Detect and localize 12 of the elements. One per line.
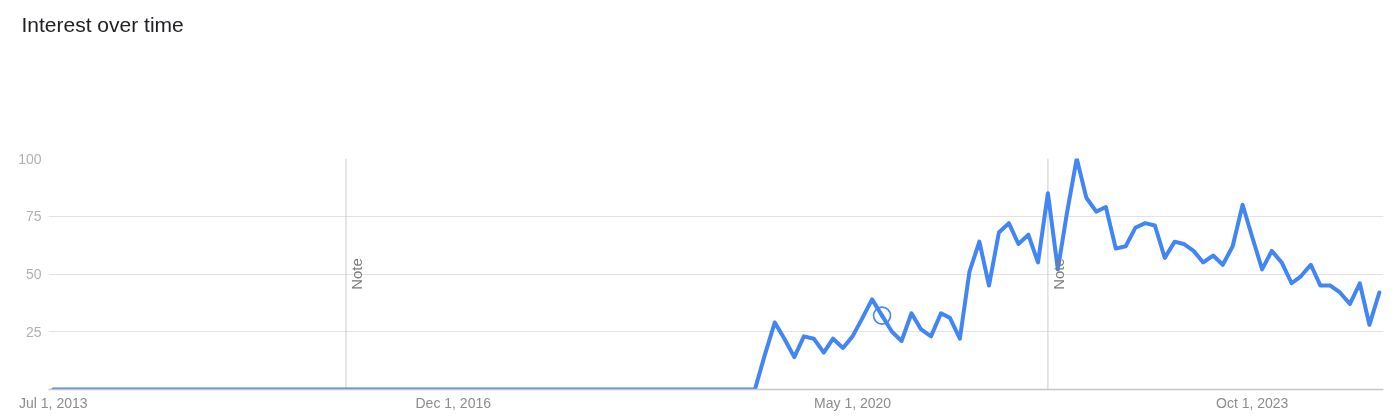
ref-line-label: Note	[1049, 258, 1067, 290]
x-tick-label: Oct 1, 2023	[1216, 394, 1289, 411]
x-tick-label: May 1, 2020	[814, 394, 892, 411]
x-tick-label: Jul 1, 2013	[19, 394, 88, 411]
ref-line-label: Note	[347, 258, 365, 290]
y-tick-label: 50	[25, 266, 42, 282]
chart-title: Interest over time	[21, 12, 184, 36]
y-tick-label: 100	[18, 150, 42, 167]
y-tick-label: 25	[25, 323, 42, 340]
line-series	[51, 158, 1382, 390]
x-tick-label: Dec 1, 2016	[415, 394, 492, 411]
y-tick-label: 75	[25, 208, 42, 225]
